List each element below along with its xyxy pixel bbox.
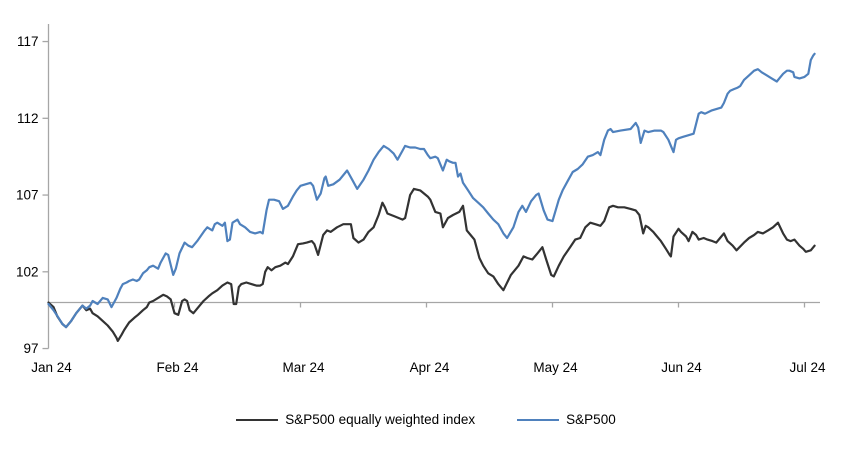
equal-weight-line-swatch-icon [236, 418, 279, 421]
x-tick-label: May 24 [533, 360, 578, 375]
series-line-equal-weight [47, 187, 816, 342]
x-tick-label: Jan 24 [31, 360, 72, 375]
x-tick-label: Jun 24 [661, 360, 702, 375]
legend-label-sp500: S&P500 [566, 412, 616, 427]
legend-item-equal-weight: S&P500 equally weighted index [236, 412, 475, 427]
legend-label-equal-weight: S&P500 equally weighted index [285, 412, 476, 427]
y-tick-label: 97 [23, 341, 38, 356]
legend: S&P500 equally weighted index S&P500 [0, 412, 852, 427]
y-tick-label: 117 [17, 34, 39, 49]
y-tick-label: 102 [16, 264, 39, 279]
x-tick-label: Apr 24 [410, 360, 450, 375]
y-tick-label: 112 [17, 111, 39, 126]
x-tick-label: Feb 24 [156, 360, 199, 375]
series-line-sp500 [47, 52, 816, 329]
x-tick-label: Jul 24 [789, 360, 826, 375]
sp500-line-swatch-icon [517, 418, 560, 421]
x-tick-label: Mar 24 [282, 360, 325, 375]
y-tick-label: 107 [16, 188, 39, 203]
legend-item-sp500: S&P500 [517, 412, 616, 427]
